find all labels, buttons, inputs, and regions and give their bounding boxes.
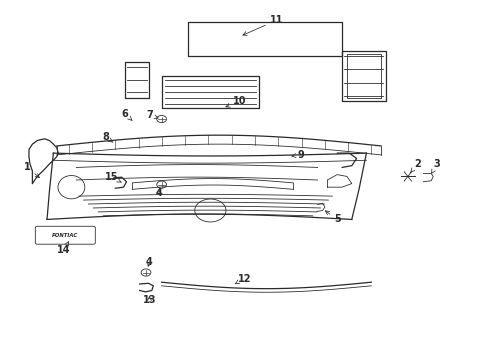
Text: 13: 13 — [142, 295, 156, 305]
Text: 1: 1 — [24, 162, 40, 177]
Text: 11: 11 — [243, 15, 283, 35]
Text: 2: 2 — [410, 159, 420, 172]
Text: 9: 9 — [291, 150, 304, 160]
Text: 8: 8 — [102, 132, 113, 142]
Text: PONTIAC: PONTIAC — [52, 233, 78, 238]
Text: 4: 4 — [146, 257, 152, 267]
Text: 12: 12 — [234, 274, 251, 284]
Text: 5: 5 — [325, 211, 340, 224]
Text: 7: 7 — [146, 111, 158, 121]
Text: 14: 14 — [57, 242, 71, 255]
Text: 15: 15 — [105, 172, 121, 183]
Text: 4: 4 — [156, 188, 162, 198]
Text: 3: 3 — [431, 159, 440, 173]
Text: 10: 10 — [225, 96, 246, 107]
Text: 6: 6 — [122, 109, 132, 121]
Bar — [346, 54, 380, 98]
